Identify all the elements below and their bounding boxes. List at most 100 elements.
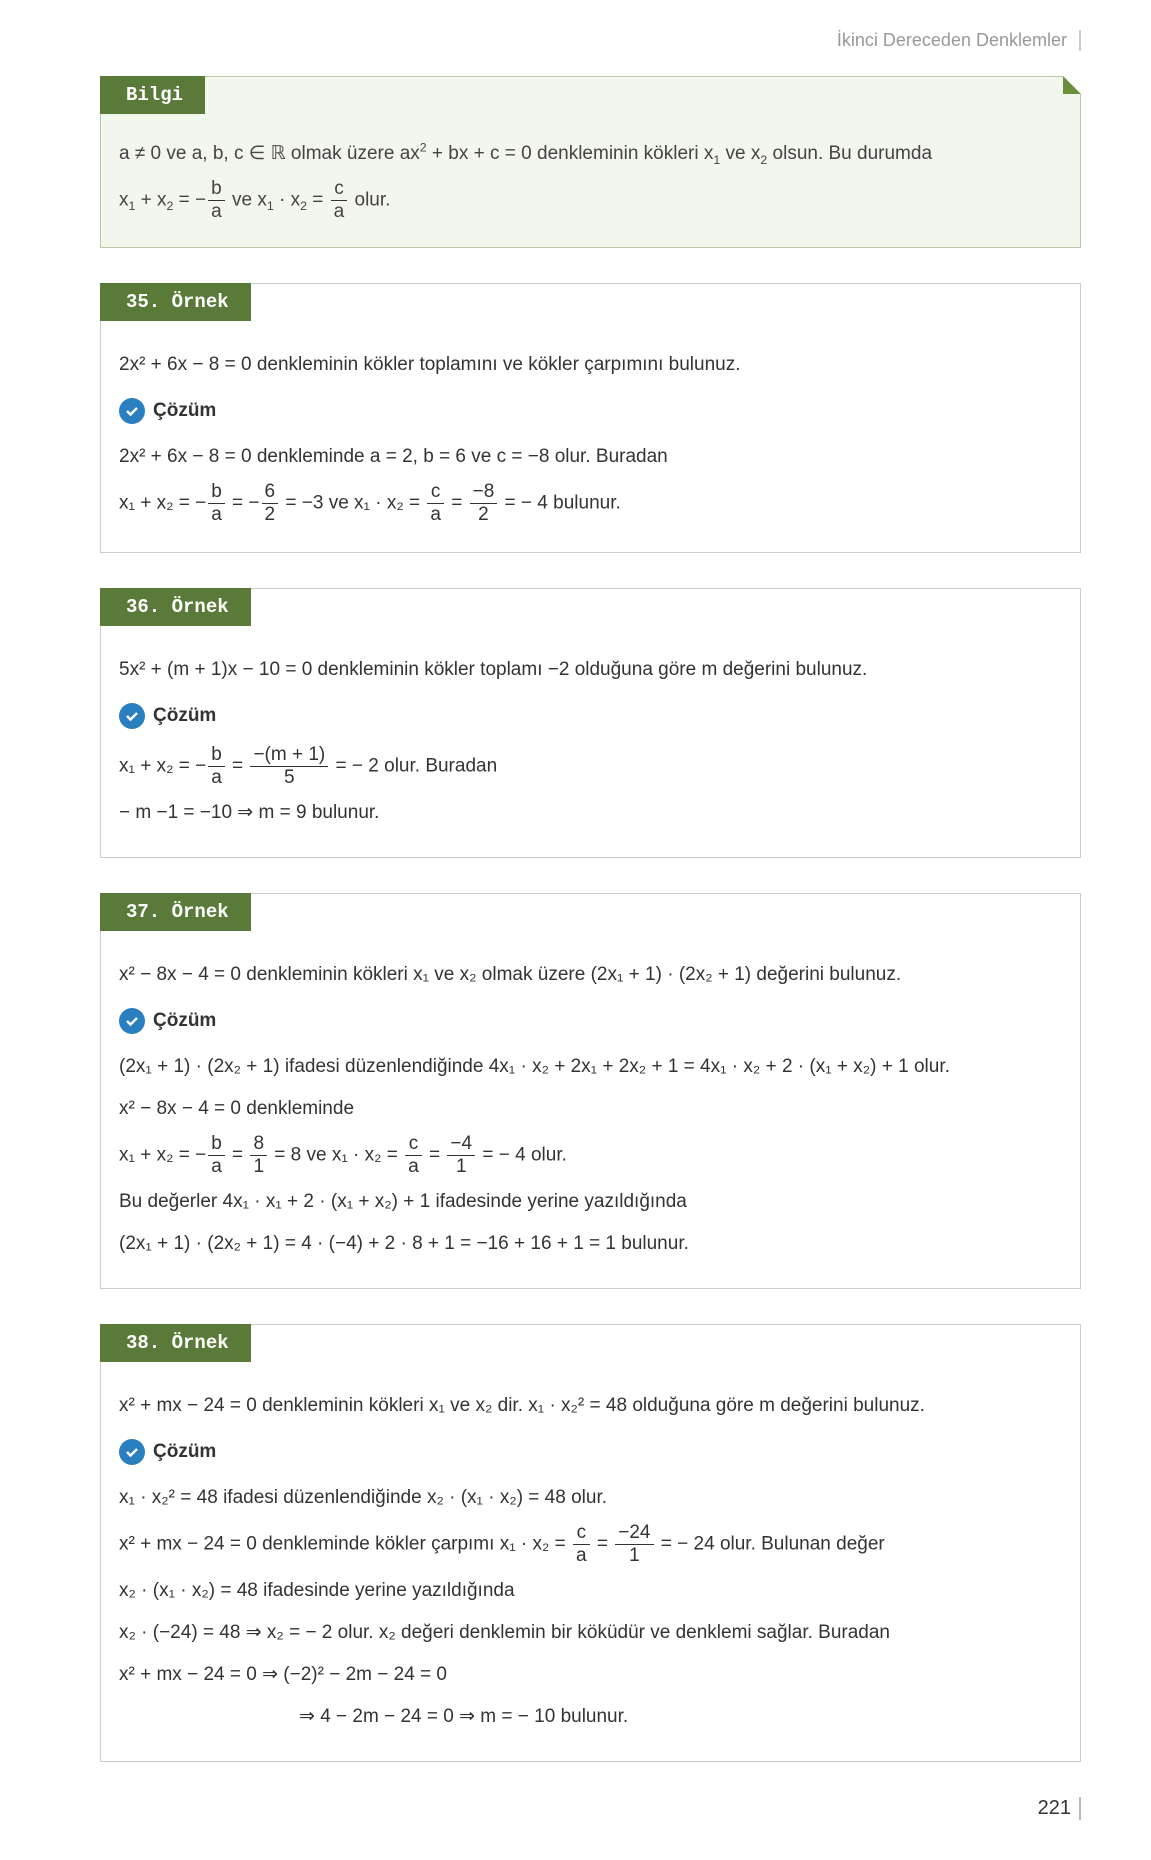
num: −(m + 1) (250, 744, 328, 766)
sol-line: Bu değerler 4x₁ · x₁ + 2 · (x₁ + x₂) + 1… (119, 1184, 1058, 1220)
info-line1: a ≠ 0 ve a, b, c ∈ ℝ olmak üzere ax2 + b… (119, 136, 1058, 172)
example-content: x² − 8x − 4 = 0 denkleminin kökleri x₁ v… (101, 931, 1080, 1288)
sol-line: x² + mx − 24 = 0 denkleminde kökler çarp… (119, 1522, 1058, 1567)
text: x (119, 190, 129, 211)
den: 2 (470, 503, 498, 526)
solution-label: Çözüm (153, 1434, 216, 1470)
example-tab: 35. Örnek (100, 283, 251, 321)
text: olsun. Bu durumda (767, 143, 932, 164)
den: 1 (250, 1155, 267, 1178)
fraction: ba (208, 481, 225, 526)
sup: 2 (420, 141, 427, 155)
fraction: ca (405, 1133, 422, 1178)
fraction: −241 (615, 1522, 653, 1567)
text: = −3 ve x₁ · x₂ = (280, 493, 425, 514)
den: a (208, 200, 225, 223)
sol-line: x² + mx − 24 = 0 ⇒ (−2)² − 2m − 24 = 0 (119, 1657, 1058, 1693)
fraction: ba (208, 1133, 225, 1178)
sol-line: x₂ · (−24) = 48 ⇒ x₂ = − 2 olur. x₂ değe… (119, 1615, 1058, 1651)
den: 2 (262, 503, 279, 526)
info-tab: Bilgi (100, 76, 205, 114)
den: 1 (447, 1155, 475, 1178)
example-tab: 38. Örnek (100, 1324, 251, 1362)
info-box: Bilgi a ≠ 0 ve a, b, c ∈ ℝ olmak üzere a… (100, 76, 1081, 248)
example-tab: 36. Örnek (100, 588, 251, 626)
sol-line: x₁ + x₂ = −ba = 81 = 8 ve x₁ · x₂ = ca =… (119, 1133, 1058, 1178)
question: x² − 8x − 4 = 0 denkleminin kökleri x₁ v… (119, 957, 1058, 993)
num: b (208, 481, 225, 503)
text: = − (173, 190, 206, 211)
solution-header: Çözüm (119, 698, 1058, 734)
text: = (227, 1145, 249, 1166)
example-content: x² + mx − 24 = 0 denkleminin kökleri x₁ … (101, 1362, 1080, 1761)
sol-line: x₁ + x₂ = −ba = −(m + 1)5 = − 2 olur. Bu… (119, 744, 1058, 789)
sub: 2 (300, 199, 307, 213)
sol-line: − m −1 = −10 ⇒ m = 9 bulunur. (119, 795, 1058, 831)
text: + x (135, 190, 166, 211)
num: −4 (447, 1133, 475, 1155)
sol-line: x₁ + x₂ = −ba = −62 = −3 ve x₁ · x₂ = ca… (119, 481, 1058, 526)
num: 6 (262, 481, 279, 503)
sub: 1 (267, 199, 274, 213)
solution-header: Çözüm (119, 1434, 1058, 1470)
den: 1 (615, 1544, 653, 1567)
fraction: ca (331, 178, 348, 223)
text: = (424, 1145, 446, 1166)
text: = − (227, 493, 260, 514)
solution-label: Çözüm (153, 1003, 216, 1039)
fraction: ca (427, 481, 444, 526)
corner-fold (1063, 76, 1081, 94)
question: 5x² + (m + 1)x − 10 = 0 denkleminin kökl… (119, 652, 1058, 688)
sol-line: (2x₁ + 1) · (2x₂ + 1) ifadesi düzenlendi… (119, 1049, 1058, 1085)
fraction: −(m + 1)5 (250, 744, 328, 789)
fraction: 62 (262, 481, 279, 526)
chapter-title: İkinci Dereceden Denklemler (837, 30, 1067, 50)
text: = 8 ve x₁ · x₂ = (269, 1145, 403, 1166)
example-content: 5x² + (m + 1)x − 10 = 0 denkleminin kökl… (101, 626, 1080, 857)
solution-label: Çözüm (153, 698, 216, 734)
text: = − 2 olur. Buradan (330, 755, 497, 776)
page-number: 221 (100, 1797, 1081, 1820)
question: 2x² + 6x − 8 = 0 denkleminin kökler topl… (119, 347, 1058, 383)
den: a (405, 1155, 422, 1178)
num: −24 (615, 1522, 653, 1544)
text: x² + mx − 24 = 0 denkleminde kökler çarp… (119, 1534, 571, 1555)
text: olur. (349, 190, 390, 211)
num: b (208, 178, 225, 200)
solution-header: Çözüm (119, 1003, 1058, 1039)
sol-line: (2x₁ + 1) · (2x₂ + 1) = 4 · (−4) + 2 · 8… (119, 1226, 1058, 1262)
text: x₁ + x₂ = − (119, 1145, 206, 1166)
sol-line: 2x² + 6x − 8 = 0 denkleminde a = 2, b = … (119, 439, 1058, 475)
text: a ≠ 0 ve a, b, c ∈ ℝ olmak üzere ax (119, 143, 420, 164)
example-38: 38. Örnek x² + mx − 24 = 0 denkleminin k… (100, 1324, 1081, 1762)
chapter-header: İkinci Dereceden Denklemler (100, 30, 1081, 51)
text: ve x (227, 190, 267, 211)
check-icon (119, 398, 145, 424)
den: a (208, 503, 225, 526)
sol-line: ⇒ 4 − 2m − 24 = 0 ⇒ m = − 10 bulunur. (299, 1699, 1058, 1735)
text: = − 4 olur. (477, 1145, 567, 1166)
text: = (307, 190, 329, 211)
text: = − 4 bulunur. (499, 493, 621, 514)
solution-header: Çözüm (119, 393, 1058, 429)
sol-line: x² − 8x − 4 = 0 denkleminde (119, 1091, 1058, 1127)
fraction: ba (208, 178, 225, 223)
text: x₁ + x₂ = − (119, 493, 206, 514)
num: b (208, 744, 225, 766)
num: c (573, 1522, 590, 1544)
num: 8 (250, 1133, 267, 1155)
num: b (208, 1133, 225, 1155)
fraction: −82 (470, 481, 498, 526)
den: a (208, 1155, 225, 1178)
check-icon (119, 703, 145, 729)
text: x₁ + x₂ = − (119, 755, 206, 776)
den: a (331, 200, 348, 223)
num: −8 (470, 481, 498, 503)
num: c (331, 178, 348, 200)
sol-line: x₂ · (x₁ · x₂) = 48 ifadesinde yerine ya… (119, 1573, 1058, 1609)
info-line2: x1 + x2 = −ba ve x1 · x2 = ca olur. (119, 178, 1058, 223)
fraction: ca (573, 1522, 590, 1567)
info-content: a ≠ 0 ve a, b, c ∈ ℝ olmak üzere ax2 + b… (101, 114, 1080, 247)
text: = (446, 493, 468, 514)
text: · x (274, 190, 300, 211)
